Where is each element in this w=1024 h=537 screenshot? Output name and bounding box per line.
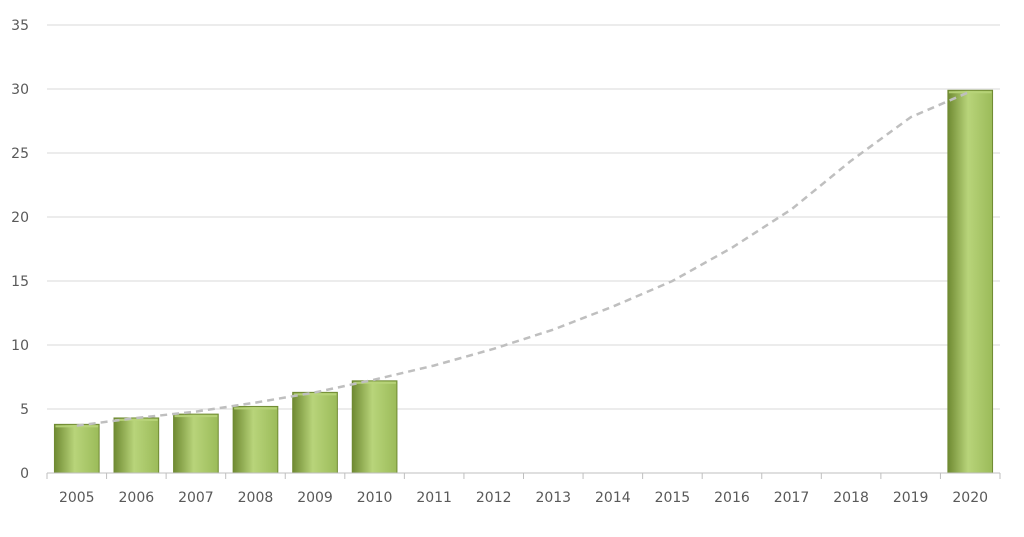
bar-2020	[947, 89, 994, 474]
bar-2008	[232, 405, 279, 474]
y-tick-label: 10	[11, 338, 29, 354]
y-tick-label: 20	[11, 210, 29, 226]
y-tick-label: 0	[20, 466, 29, 482]
bar-bevel-highlight	[234, 407, 277, 410]
bar-2006	[113, 417, 160, 474]
y-tick-label: 15	[11, 274, 29, 290]
x-tick-label: 2005	[59, 490, 95, 506]
gridlines	[47, 24, 1000, 410]
bar-2009	[292, 391, 338, 474]
bar-2007	[173, 413, 219, 474]
bar-bevel-highlight	[293, 393, 337, 396]
bar-2010	[351, 380, 398, 474]
x-tick-label: 2013	[535, 490, 571, 506]
y-tick-label: 5	[20, 402, 29, 418]
x-tick-label: 2009	[297, 490, 333, 506]
x-tick-label: 2016	[714, 490, 750, 506]
x-tick-label: 2015	[655, 490, 691, 506]
bar-bevel-highlight	[55, 425, 99, 428]
bar-bevel-highlight	[115, 418, 158, 421]
x-tick-label: 2012	[476, 490, 512, 506]
y-tick-label: 30	[11, 82, 29, 98]
x-tick-label: 2011	[416, 490, 452, 506]
bar-bevel-highlight	[174, 415, 218, 418]
bar-bevel-highlight	[948, 91, 992, 94]
bar-bevel-highlight	[353, 381, 396, 384]
trendline	[76, 90, 971, 427]
x-tick-label: 2020	[952, 490, 988, 506]
x-tick-label: 2007	[178, 490, 214, 506]
x-axis-tick-labels: 2005 2006 2007 2008 2009 2010 2011 2012 2013 2014…	[59, 490, 988, 506]
x-tick-label: 2008	[238, 490, 274, 506]
x-tick-label: 2010	[357, 490, 393, 506]
x-tick-label: 2014	[595, 490, 631, 506]
x-tick-label: 2018	[833, 490, 869, 506]
y-tick-label: 35	[11, 18, 29, 34]
x-tick-label: 2019	[893, 490, 929, 506]
axes	[46, 472, 1001, 479]
bars	[53, 89, 994, 474]
trendline-path	[76, 90, 971, 427]
y-tick-label: 25	[11, 146, 29, 162]
x-tick-label: 2017	[774, 490, 810, 506]
y-axis-tick-labels: 0 5 10 15 20 25 30 35	[11, 18, 29, 482]
x-tick-label: 2006	[119, 490, 155, 506]
bar-2005	[53, 423, 100, 474]
